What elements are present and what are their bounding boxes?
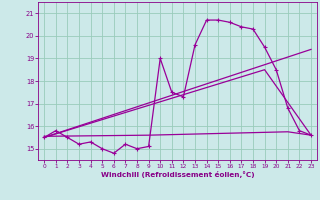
X-axis label: Windchill (Refroidissement éolien,°C): Windchill (Refroidissement éolien,°C) [101, 171, 254, 178]
